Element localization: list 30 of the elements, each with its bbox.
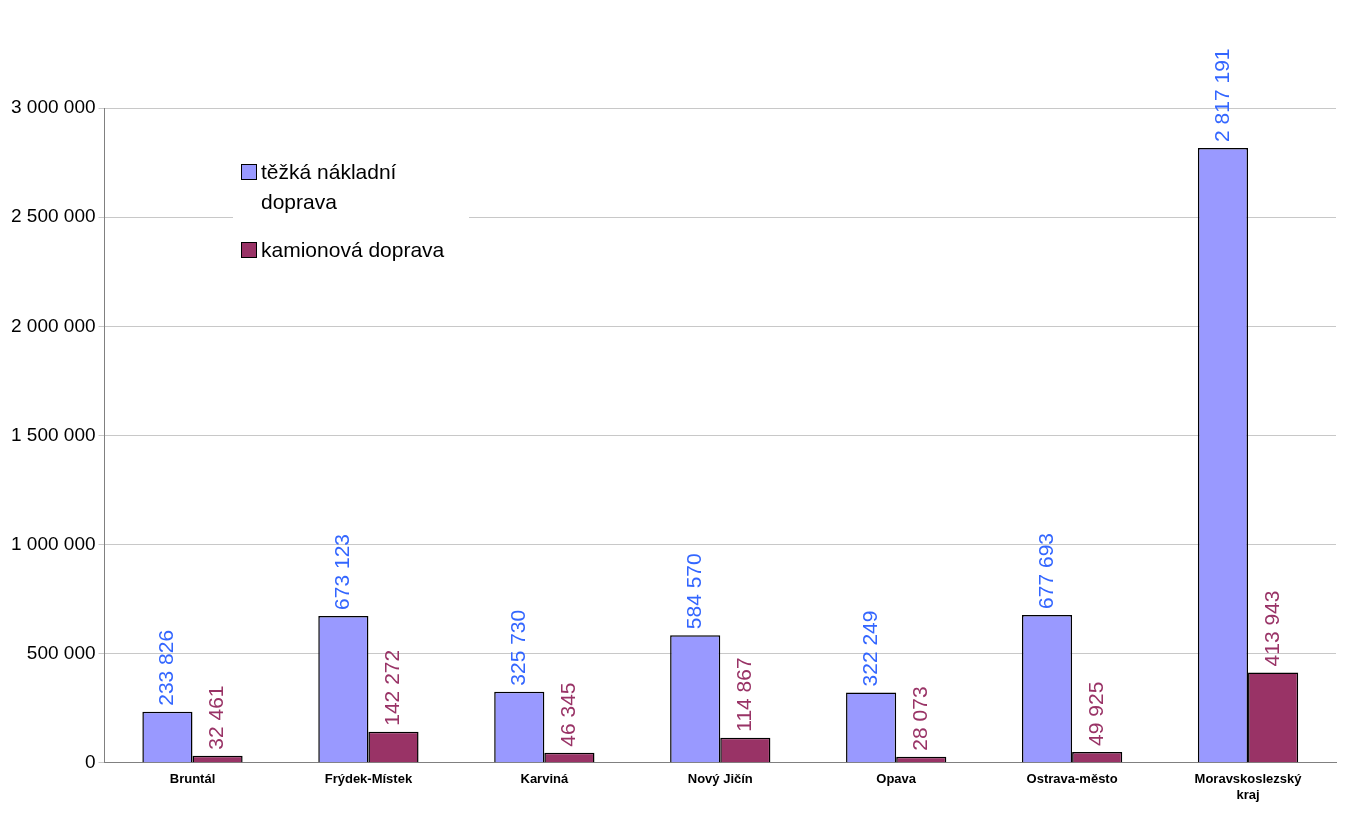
data-label: 584 570 [681, 553, 705, 630]
y-tick-label: 2 000 000 [10, 314, 96, 336]
legend-label: těžká nákladní doprava [261, 159, 398, 215]
data-label: 2 817 191 [1209, 48, 1233, 142]
y-tick-label: 0 [84, 751, 96, 773]
x-tick-label: Bruntál [169, 771, 216, 787]
y-tick-label: 1 000 000 [10, 532, 96, 554]
y-tick-label: 2 500 000 [10, 205, 96, 227]
y-tick-label: 3 000 000 [10, 96, 96, 118]
data-label: 322 249 [857, 610, 881, 687]
data-label: 142 272 [380, 649, 404, 726]
data-label: 32 461 [204, 685, 228, 750]
x-tick-label: Opava [876, 771, 917, 787]
data-label: 673 123 [330, 533, 354, 610]
y-tick-label: 1 500 000 [10, 423, 96, 445]
data-label: 46 345 [556, 682, 580, 747]
data-label: 325 730 [506, 609, 530, 686]
data-label: 49 925 [1083, 681, 1107, 746]
x-tick-label: Moravskoslezský kraj [1194, 771, 1303, 802]
x-tick-label: Ostrava-město [1026, 771, 1118, 787]
y-tick-label: 500 000 [26, 641, 96, 663]
data-label: 114 867 [732, 657, 756, 732]
data-label: 233 826 [154, 629, 178, 706]
data-label: 28 073 [908, 686, 932, 751]
data-label: 413 943 [1259, 590, 1283, 667]
x-tick-label: Nový Jičín [687, 771, 753, 787]
x-tick-label: Karviná [520, 771, 569, 787]
x-tick-label: Frýdek-Místek [324, 771, 413, 787]
legend-label: kamionová doprava [261, 237, 445, 263]
data-label: 677 693 [1033, 532, 1057, 609]
